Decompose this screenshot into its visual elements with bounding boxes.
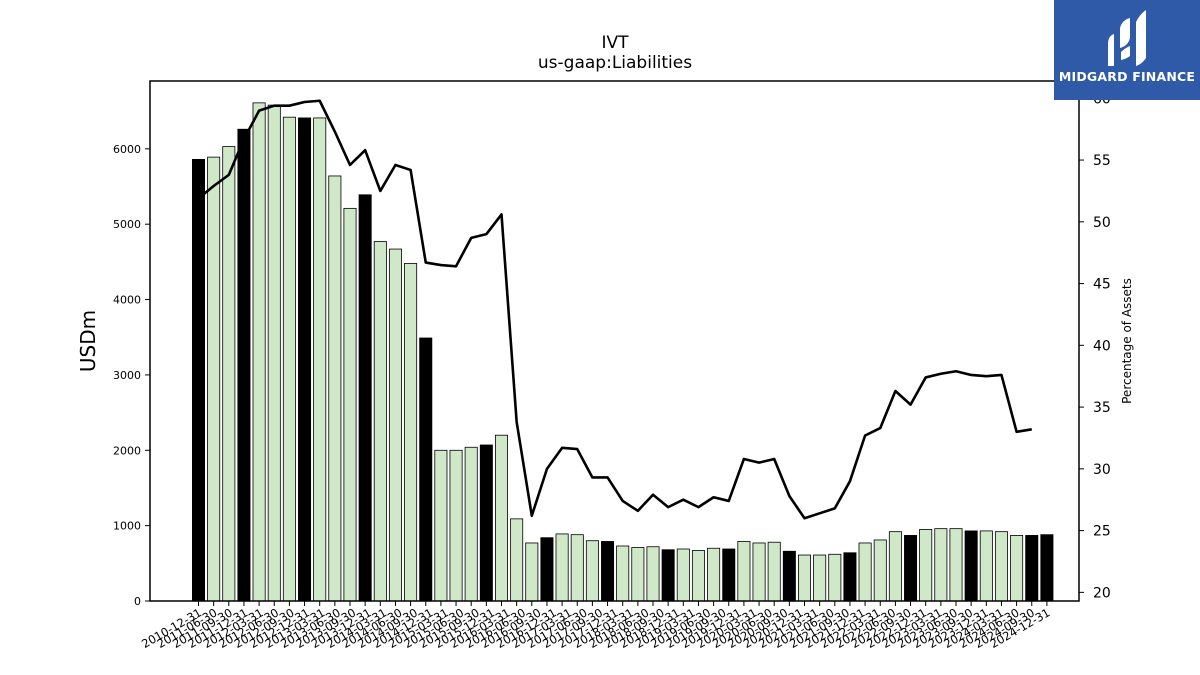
bar	[661, 549, 675, 602]
bar	[191, 158, 205, 602]
bar	[843, 552, 857, 602]
bar	[934, 528, 948, 602]
bar	[222, 146, 236, 602]
bar	[207, 156, 221, 602]
bar	[919, 529, 933, 602]
y2-tick-label: 30	[1093, 462, 1111, 478]
bar	[858, 542, 872, 602]
bar	[1025, 535, 1039, 602]
bar	[949, 528, 963, 602]
bar	[631, 547, 645, 602]
bar	[616, 545, 630, 602]
y2-tick-label: 40	[1093, 338, 1111, 354]
bar	[1010, 535, 1024, 602]
y-tick-label: 6000	[113, 143, 141, 156]
bar	[464, 446, 478, 602]
bar	[873, 539, 887, 602]
bar	[828, 553, 842, 602]
bar	[691, 550, 705, 602]
bar	[964, 530, 978, 602]
plot-frame	[149, 80, 1080, 602]
y2-tick-label: 55	[1093, 153, 1111, 169]
y-tick-label: 4000	[113, 294, 141, 307]
bar	[767, 541, 781, 602]
bar	[1040, 534, 1054, 602]
bar	[798, 554, 812, 602]
bar	[282, 116, 296, 602]
bar	[782, 550, 796, 602]
bar	[813, 554, 827, 602]
bar	[904, 535, 918, 602]
bar	[510, 518, 524, 602]
y-tick-label: 0	[134, 595, 141, 608]
chart-subtitle: us-gaap:Liabilities	[538, 53, 692, 73]
logo-text: MIDGARD FINANCE	[1058, 69, 1196, 84]
y2-tick-label: 25	[1093, 524, 1111, 540]
bar	[676, 548, 690, 602]
bar	[388, 248, 402, 602]
y-tick-label: 1000	[113, 520, 141, 533]
bar	[525, 542, 539, 602]
y2-tick-label: 45	[1093, 277, 1111, 293]
bars-layer	[191, 102, 1054, 602]
bar	[434, 449, 448, 602]
y-tick-label: 2000	[113, 444, 141, 457]
brand-logo: MIDGARD FINANCE	[1054, 0, 1200, 100]
y2-tick-label: 20	[1093, 585, 1111, 601]
bar	[419, 337, 433, 602]
bar	[646, 546, 660, 602]
bar	[737, 541, 751, 602]
bar	[994, 531, 1008, 602]
bar	[585, 540, 599, 602]
chart-title: IVT	[601, 33, 629, 53]
bar	[449, 449, 463, 602]
bar	[404, 262, 418, 602]
bar	[313, 117, 327, 602]
logo-mark-icon	[1108, 10, 1146, 66]
bar	[358, 194, 372, 602]
bar	[888, 531, 902, 602]
bar	[298, 117, 312, 602]
y2-tick-label: 50	[1093, 215, 1111, 231]
bar	[979, 530, 993, 602]
bar	[707, 547, 721, 602]
bar	[252, 102, 266, 602]
bar	[479, 444, 493, 602]
percentage-line	[197, 99, 1032, 520]
axes-layer: 0 1000 2000 3000 4000 5000 6000 20 25 30 35 40 45 50 5…	[113, 80, 1111, 651]
y2-tick-label: 35	[1093, 400, 1111, 416]
bar	[540, 537, 554, 602]
bar	[555, 533, 569, 602]
bar	[570, 534, 584, 602]
y-axis-label: USDm	[76, 310, 100, 372]
bar	[328, 175, 342, 602]
y2-axis-label: Percentage of Assets	[1120, 278, 1134, 404]
bar	[722, 548, 736, 602]
bar	[343, 207, 357, 602]
y-tick-label: 5000	[113, 218, 141, 231]
line-layer	[197, 99, 1032, 520]
bar	[237, 128, 251, 602]
bar	[267, 104, 281, 602]
y-tick-label: 3000	[113, 369, 141, 382]
bar	[373, 241, 387, 602]
bar	[601, 541, 615, 602]
bar	[752, 542, 766, 602]
bar	[494, 434, 508, 602]
